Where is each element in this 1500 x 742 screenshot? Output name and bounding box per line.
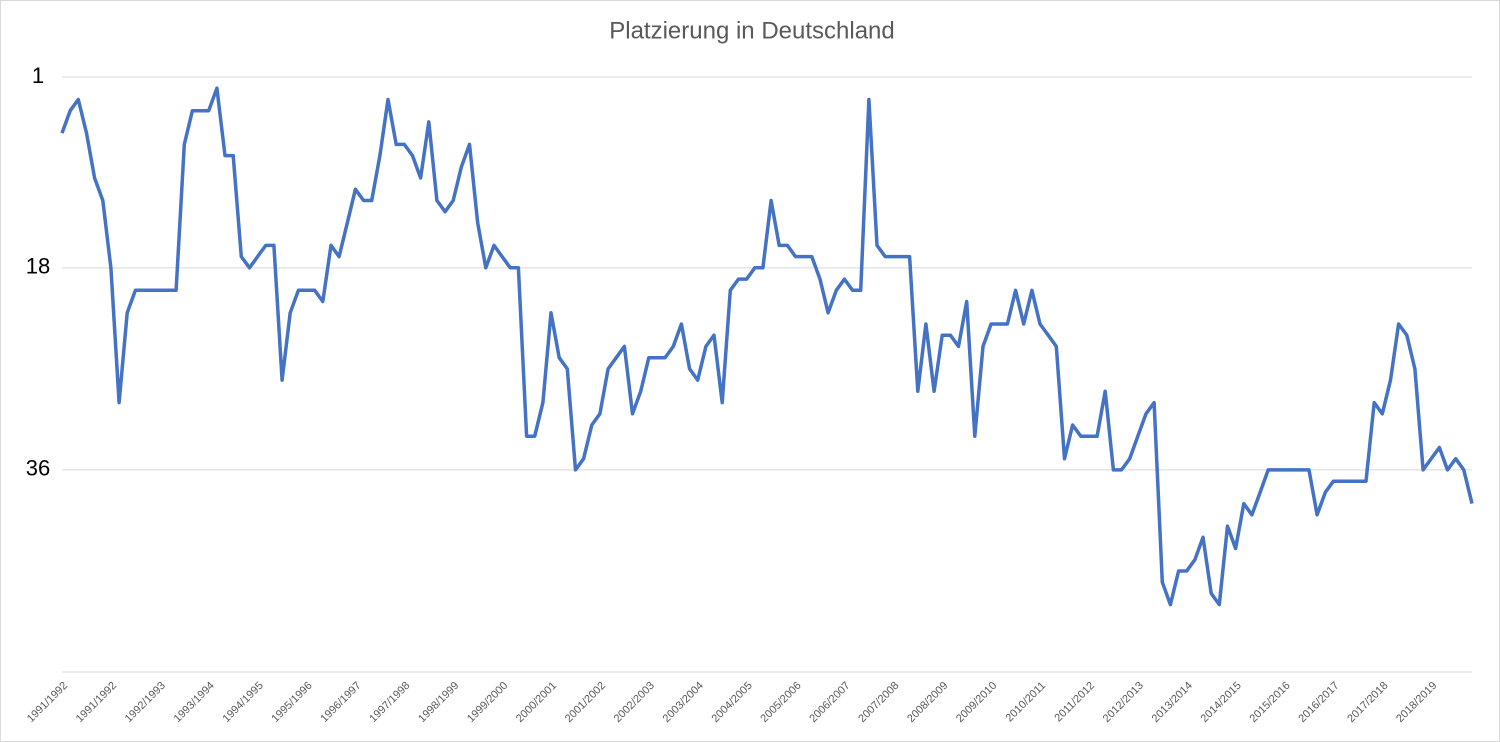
chart-title: Platzierung in Deutschland [609, 17, 895, 44]
line-series [60, 86, 1474, 607]
y-tick-label: 18 [26, 254, 50, 279]
y-tick-label: 1 [32, 63, 44, 88]
y-tick-label: 36 [26, 456, 50, 481]
